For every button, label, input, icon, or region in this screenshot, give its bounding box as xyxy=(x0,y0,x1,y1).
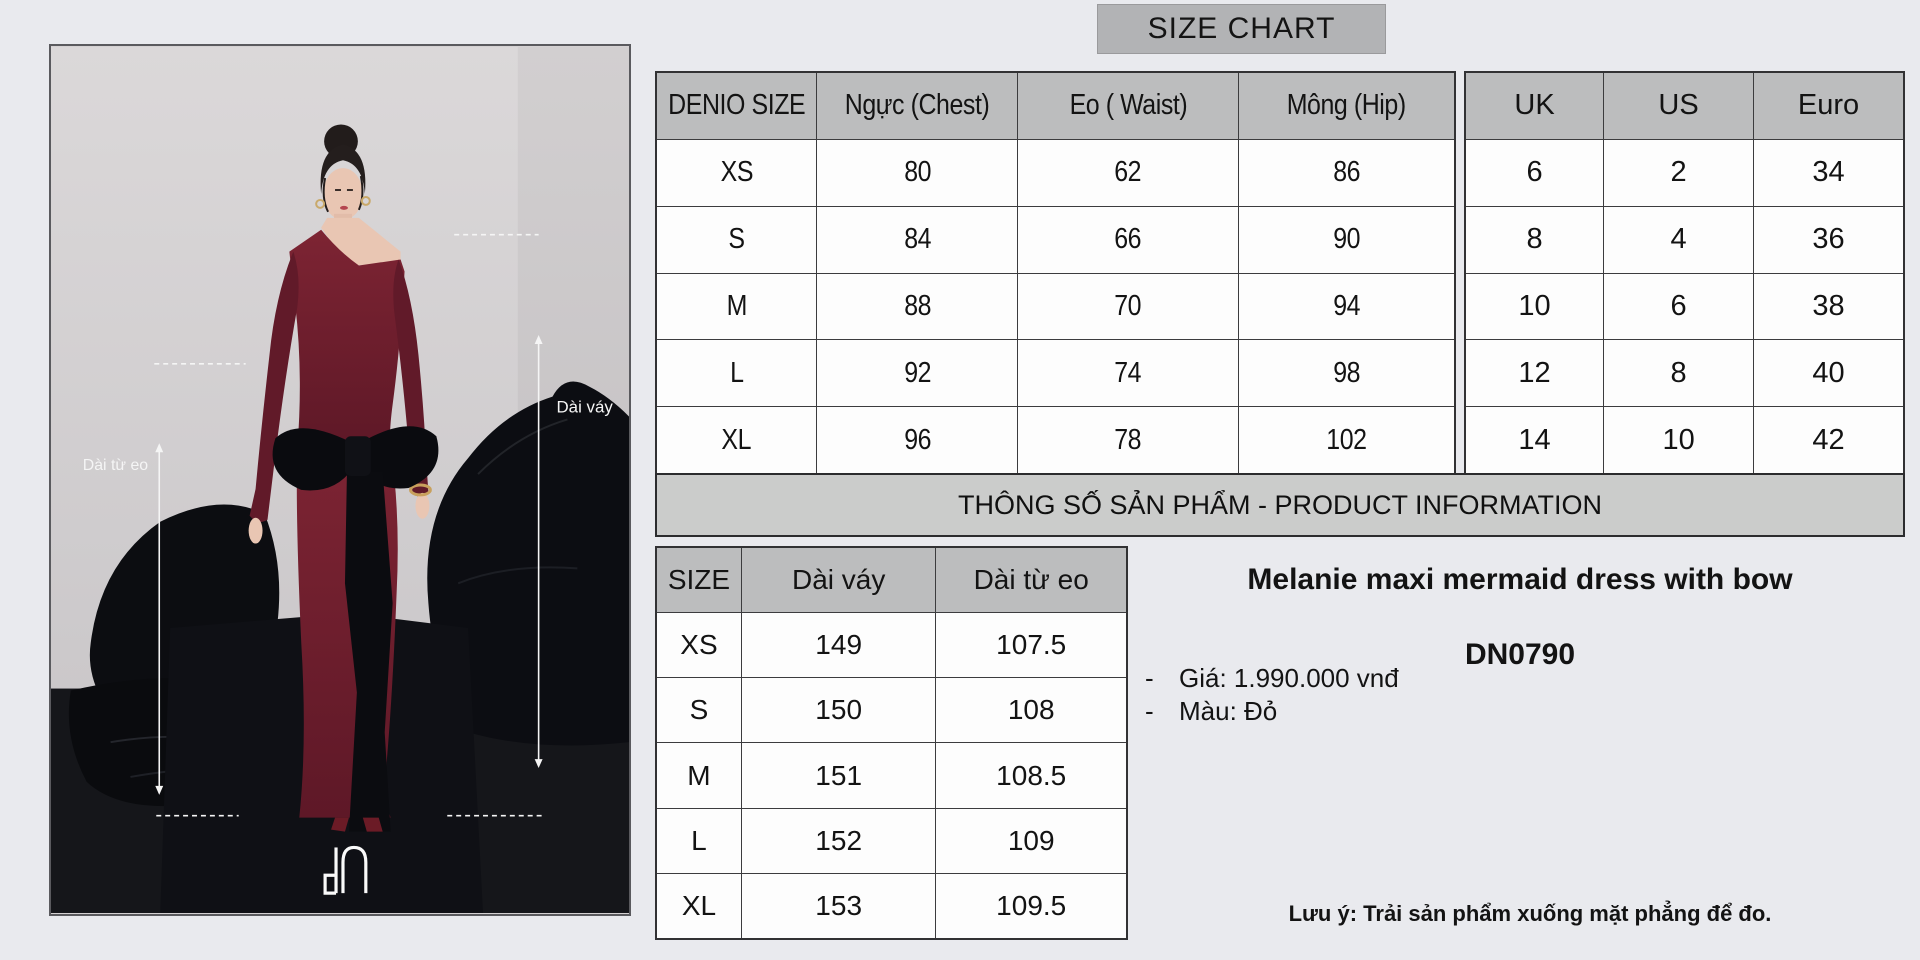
table-cell: 8 xyxy=(1466,206,1604,273)
product-price-line: - Giá: 1.990.000 vnđ xyxy=(1145,662,1399,695)
header-cell: SIZE xyxy=(657,548,741,613)
table-cell: 109.5 xyxy=(936,873,1126,938)
table-cell: 2 xyxy=(1604,139,1754,206)
product-color-line: - Màu: Đỏ xyxy=(1145,695,1399,728)
table-cell: 109 xyxy=(936,808,1126,873)
header-cell: US xyxy=(1604,73,1754,139)
product-information-header-text: THÔNG SỐ SẢN PHẨM - PRODUCT INFORMATION xyxy=(957,489,1603,520)
table-cell: 34 xyxy=(1754,139,1903,206)
table-cell: 78 xyxy=(1018,407,1238,473)
table-cell: 42 xyxy=(1754,407,1903,473)
table-cell: 62 xyxy=(1018,139,1238,206)
table-cell: 38 xyxy=(1754,273,1903,340)
hand-left xyxy=(248,517,263,544)
table-cell: 96 xyxy=(817,407,1017,473)
shoe-left xyxy=(331,817,349,832)
table-cell: XS xyxy=(657,139,817,206)
product-price: Giá: 1.990.000 vnđ xyxy=(1179,663,1399,693)
table-cell: 14 xyxy=(1466,407,1604,473)
table-cell: 10 xyxy=(1604,407,1754,473)
table-cell: 12 xyxy=(1466,340,1604,407)
table-cell: 108.5 xyxy=(936,743,1126,808)
table-cell: 150 xyxy=(741,678,936,743)
header-cell: Dài váy xyxy=(741,548,936,613)
measuring-note: Lưu ý: Trải sản phẩm xuống mặt phẳng để … xyxy=(1288,901,1772,926)
size-chart-title-text: SIZE CHART xyxy=(1147,12,1336,45)
table-cell: 6 xyxy=(1466,139,1604,206)
table-cell: 4 xyxy=(1604,206,1754,273)
table-cell: 151 xyxy=(741,743,936,808)
hand-right xyxy=(415,492,430,519)
table-cell: M xyxy=(657,743,741,808)
table-cell: S xyxy=(657,678,741,743)
table-cell: L xyxy=(657,808,741,873)
shoe-right xyxy=(362,817,383,832)
table-cell: 94 xyxy=(1238,273,1454,340)
table-cell: 70 xyxy=(1018,273,1238,340)
table-cell: 88 xyxy=(817,273,1017,340)
table-cell: XL xyxy=(657,873,741,938)
header-cell: UK xyxy=(1466,73,1604,139)
skirt-length-line xyxy=(534,335,543,769)
size-conversion-table: UK US Euro 6 2 34 8 4 36 10 6 38 12 8 40… xyxy=(1464,71,1905,475)
size-chart-title: SIZE CHART xyxy=(1097,4,1386,54)
product-color: Màu: Đỏ xyxy=(1179,696,1278,726)
table-cell: 90 xyxy=(1238,206,1454,273)
size-measurements-table: DENIO SIZE Ngực (Chest) Eo ( Waist) Mông… xyxy=(655,71,1456,475)
product-code: DN0790 xyxy=(1464,638,1576,671)
dress-photo-illustration: Dài váy Dài từ eo xyxy=(51,46,629,914)
table-cell: 84 xyxy=(817,206,1017,273)
product-information-header: THÔNG SỐ SẢN PHẨM - PRODUCT INFORMATION xyxy=(655,473,1905,537)
table-cell: 102 xyxy=(1238,407,1454,473)
product-photo: Dài váy Dài từ eo xyxy=(49,44,631,916)
measurement-annotations: Dài váy Dài từ eo xyxy=(83,233,614,817)
header-cell: Euro xyxy=(1754,73,1903,139)
table-cell: 98 xyxy=(1238,340,1454,407)
table-cell: M xyxy=(657,273,817,340)
table-cell: 10 xyxy=(1466,273,1604,340)
table-cell: XL xyxy=(657,407,817,473)
table-cell: 153 xyxy=(741,873,936,938)
header-cell: Mông (Hip) xyxy=(1238,73,1454,139)
table-cell: 66 xyxy=(1018,206,1238,273)
denio-logo xyxy=(323,845,368,895)
product-name: Melanie maxi mermaid dress with bow xyxy=(1247,563,1793,596)
header-cell: DENIO SIZE xyxy=(657,73,817,139)
table-cell: 74 xyxy=(1018,340,1238,407)
table-cell: 40 xyxy=(1754,340,1903,407)
table-cell: S xyxy=(657,206,817,273)
header-cell: Dài từ eo xyxy=(936,548,1126,613)
table-cell: 8 xyxy=(1604,340,1754,407)
table-cell: 6 xyxy=(1604,273,1754,340)
table-cell: XS xyxy=(657,613,741,678)
skirt-length-label: Dài váy xyxy=(557,397,614,416)
table-cell: 149 xyxy=(741,613,936,678)
earring-right xyxy=(360,195,371,206)
waist-length-line xyxy=(155,443,164,795)
header-cell: Eo ( Waist) xyxy=(1018,73,1238,139)
gold-bracelet xyxy=(409,483,432,497)
product-details: - Giá: 1.990.000 vnđ - Màu: Đỏ xyxy=(1145,662,1399,728)
table-cell: L xyxy=(657,340,817,407)
header-cell: Ngực (Chest) xyxy=(817,73,1017,139)
table-cell: 36 xyxy=(1754,206,1903,273)
table-cell: 107.5 xyxy=(936,613,1126,678)
bullet-dash: - xyxy=(1145,696,1154,726)
bullet-dash: - xyxy=(1145,663,1154,693)
earring-left xyxy=(315,198,326,209)
table-cell: 152 xyxy=(741,808,936,873)
table-cell: 108 xyxy=(936,678,1126,743)
black-bow xyxy=(272,426,439,832)
table-cell: 80 xyxy=(817,139,1017,206)
length-measurements-table: SIZE Dài váy Dài từ eo XS 149 107.5 S 15… xyxy=(655,546,1128,940)
model xyxy=(248,124,439,832)
waist-length-label: Dài từ eo xyxy=(83,457,149,474)
table-cell: 86 xyxy=(1238,139,1454,206)
table-cell: 92 xyxy=(817,340,1017,407)
